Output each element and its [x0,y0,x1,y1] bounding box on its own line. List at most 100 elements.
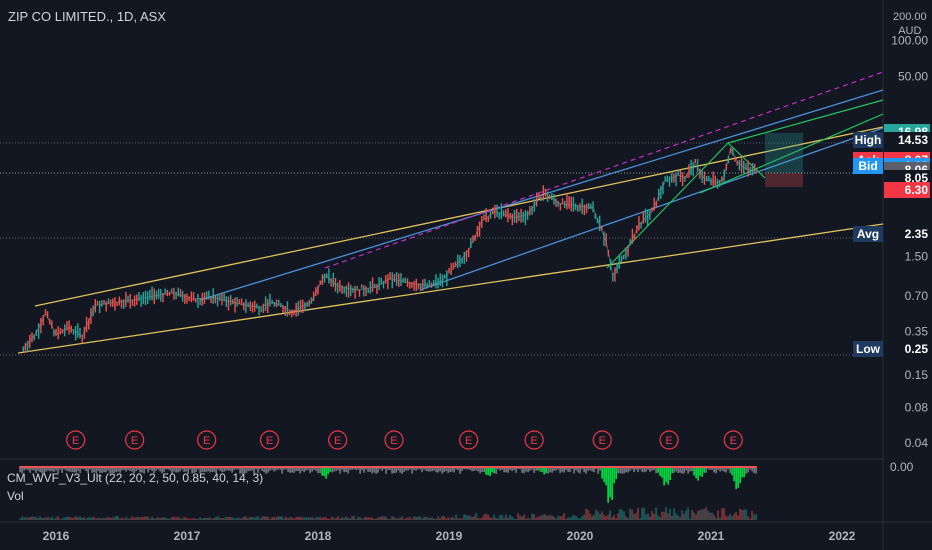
wvf-bar [721,467,723,471]
volume-bar [685,510,687,520]
wvf-bar [735,467,737,490]
wvf-bar [265,467,267,474]
y-tick-label: 0.35 [905,325,929,339]
green-line-b[interactable] [727,99,884,144]
volume-bar [555,518,557,520]
blue-channel-upper[interactable] [199,89,884,301]
volume-bar [467,515,469,520]
wvf-bar [465,467,467,470]
volume-bar [431,517,433,520]
wvf-bar [433,467,435,471]
currency-box[interactable]: 200.00 AUD [893,10,927,38]
green-line-d[interactable] [727,142,766,179]
earnings-marker[interactable] [524,430,544,450]
volume-bar [451,516,453,520]
volume-bar [207,517,209,520]
wvf-bar [115,467,117,473]
volume-bar [119,518,121,520]
wvf-bar [29,467,31,473]
wvf-bar [231,467,233,473]
wvf-bar [413,467,415,471]
wvf-bar [523,467,525,474]
price-labels: 16.98High14.53Ask8.07Bid8.068.068.056.30… [853,124,930,357]
volume-bar [257,516,259,520]
wvf-bar [471,467,473,472]
volume-bar [529,518,531,520]
earnings-marker[interactable] [197,430,217,450]
wvf-bar [27,467,29,471]
x-tick-label: 2021 [698,529,725,543]
earnings-marker[interactable] [459,430,479,450]
indicator-label[interactable]: CM_WVF_V3_Ult (22, 20, 2, 50, 0.85, 40, … [7,471,264,485]
volume-bar [327,518,329,520]
volume-bar [391,516,393,520]
wvf-bar [249,467,251,471]
long-position-stop-zone[interactable] [765,173,803,187]
volume-bar [201,518,203,520]
earnings-marker[interactable] [328,430,348,450]
earnings-marker[interactable] [66,430,86,450]
time-axis[interactable]: 2016 2017 2018 2019 2020 2021 2022 [43,529,856,543]
x-tick-label: 2017 [174,529,201,543]
long-position-target-zone[interactable] [765,133,803,173]
volume-bar [287,518,289,520]
wvf-bar [215,467,217,474]
volume-bar [161,517,163,520]
wvf-bar [229,467,231,471]
earnings-marker[interactable] [384,430,404,450]
wvf-bar [43,467,45,474]
volume-bar [39,516,41,520]
wvf-bar [489,467,491,477]
wvf-bar [345,467,347,472]
wvf-bar [681,467,683,474]
wvf-bar [333,467,335,472]
volume-bar [289,517,291,520]
volume-bar [323,517,325,520]
wvf-bar [351,467,353,470]
price-tag-label-box [853,158,883,174]
volume-bar [625,516,627,520]
volume-bar [113,517,115,520]
volume-bar [67,516,69,520]
volume-bar [165,518,167,520]
wvf-bar [667,467,669,485]
wvf-bar [443,467,445,473]
earnings-marker[interactable] [259,430,280,450]
wvf-bar [357,467,359,470]
volume-bar [355,518,357,520]
wvf-bar [429,467,431,472]
volume-label[interactable]: Vol [7,489,24,503]
volume-bar [155,518,157,520]
yellow-channel-upper[interactable] [34,126,884,307]
green-line-c[interactable] [699,113,884,194]
price-tag-value: 8.05 [905,171,929,185]
wvf-bar [563,467,565,473]
volume-bar [465,514,467,520]
earnings-marker[interactable] [125,430,145,450]
yellow-channel-lower[interactable] [17,223,884,354]
volume-bar [19,518,21,520]
volume-bar [115,516,117,520]
wvf-bar [21,467,23,474]
volume-bar [635,512,637,520]
wvf-bar [185,467,187,472]
volume-bars [19,507,757,520]
earnings-marker[interactable] [659,430,679,450]
earnings-marker[interactable] [723,430,743,450]
wvf-bar [95,467,97,474]
price-tag-value-box [884,132,930,148]
volume-bar [357,516,359,520]
earnings-marker[interactable] [592,430,612,450]
earnings-marker-label: E [730,435,737,447]
price-axis[interactable]: 100.00 50.00 1.50 0.70 0.35 0.15 0.08 0.04 [891,34,928,451]
wvf-bar [707,467,709,470]
green-line-a[interactable] [606,142,729,269]
volume-bar [667,513,669,520]
volume-bar [731,516,733,520]
volume-bar [527,517,529,520]
volume-bar [383,516,385,520]
volume-bar [133,517,135,520]
earnings-marker-label: E [390,435,397,447]
